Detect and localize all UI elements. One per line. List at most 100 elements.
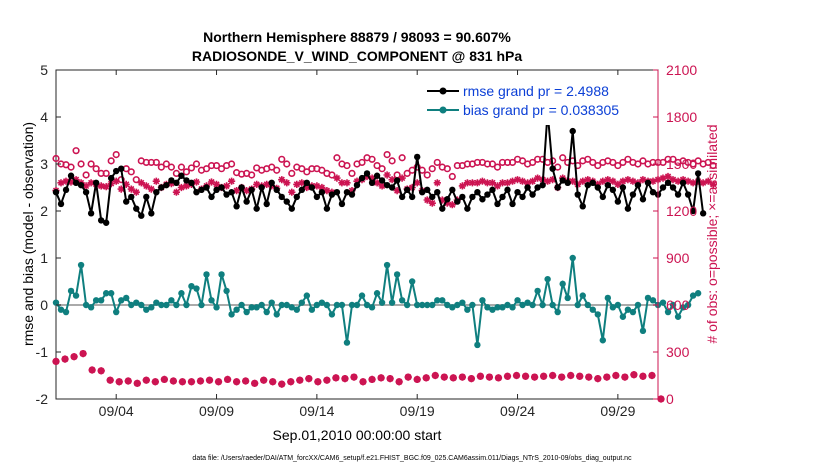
obs-assimilated-point	[182, 182, 190, 190]
rmse-point	[223, 191, 230, 198]
rmse-point	[604, 181, 612, 189]
bias-point	[268, 299, 275, 306]
x-tick-label: 09/19	[400, 403, 435, 419]
obs-possible-point	[77, 160, 85, 168]
obs-possible-point	[518, 157, 527, 165]
bias-point	[378, 299, 386, 306]
bias-point	[218, 271, 225, 278]
obs-low-assimilated-point	[503, 372, 512, 380]
obs-assimilated-point	[97, 182, 105, 190]
obs-possible-point	[403, 169, 411, 177]
obs-possible-point	[584, 155, 592, 163]
legend-box	[422, 80, 650, 125]
obs-low-assimilated-point	[323, 376, 331, 384]
obs-possible-point	[488, 160, 497, 168]
obs-low-assimilated-point	[585, 373, 593, 381]
obs-possible-point	[107, 157, 115, 165]
bias-point	[308, 306, 316, 313]
bias-point	[303, 292, 311, 299]
obs-assimilated-point	[433, 179, 441, 187]
rmse-point	[183, 177, 190, 184]
y-axis-right-label: # of obs: o=possible; ×=assimilated	[704, 124, 720, 343]
obs-possible-point	[634, 160, 642, 168]
bias-point	[158, 301, 165, 309]
obs-low-assimilated-point	[242, 377, 250, 385]
rmse-point	[664, 179, 672, 186]
y-left-tick-label: 1	[40, 250, 48, 266]
obs-assimilated-point	[413, 179, 421, 187]
obs-possible-point	[619, 158, 627, 167]
obs-low-assimilated-point	[549, 371, 557, 380]
obs-possible-point	[248, 171, 256, 179]
bias-point	[659, 299, 667, 306]
obs-possible-point	[348, 169, 356, 177]
obs-low-assimilated-point	[151, 378, 159, 386]
rmse-point	[444, 196, 451, 203]
obs-possible-point	[539, 155, 547, 163]
bias-point	[67, 287, 75, 295]
bias-point	[173, 301, 180, 309]
rmse-point	[253, 205, 260, 212]
obs-low-assimilated-point	[233, 378, 241, 386]
rmse-point	[92, 179, 100, 186]
rmse-point	[559, 177, 566, 184]
rmse-point	[599, 193, 607, 201]
bias-point	[273, 311, 280, 318]
bias-point	[689, 292, 697, 299]
obs-low-assimilated-point	[494, 374, 503, 382]
obs-possible-point	[318, 166, 326, 174]
obs-assimilated-point	[147, 185, 155, 193]
obs-assimilated-point	[549, 176, 557, 184]
obs-assimilated-point	[584, 176, 592, 184]
bias-point	[298, 299, 306, 306]
obs-assimilated-point	[348, 187, 356, 195]
chart-title-line2: RADIOSONDE_V_WIND_COMPONENT @ 831 hPa	[192, 48, 522, 64]
bias-point	[544, 275, 551, 283]
obs-possible-point	[333, 154, 341, 162]
rmse-point	[684, 191, 692, 198]
obs-assimilated-point	[493, 182, 502, 190]
obs-assimilated-point	[127, 185, 135, 193]
obs-assimilated-point	[378, 182, 386, 190]
obs-possible-point	[172, 169, 180, 177]
rmse-point	[564, 179, 571, 186]
obs-assimilated-point	[303, 183, 311, 192]
rmse-point	[524, 184, 531, 191]
bias-point	[604, 294, 612, 302]
rmse-point	[569, 127, 576, 135]
bias-point	[504, 301, 511, 309]
bias-point	[313, 301, 321, 309]
obs-assimilated-point	[383, 171, 391, 179]
rmse-point	[148, 210, 155, 217]
rmse-point	[298, 186, 306, 194]
rmse-point	[514, 189, 521, 196]
bias-point	[238, 301, 245, 309]
rmse-point	[57, 200, 65, 208]
obs-possible-point	[594, 161, 602, 170]
obs-low-series	[52, 349, 665, 403]
bias-point	[479, 297, 486, 304]
obs-assimilated-point	[579, 177, 587, 185]
obs-assimilated-point	[649, 177, 657, 185]
obs-low-assimilated-point	[260, 376, 268, 384]
bias-point	[143, 306, 150, 313]
rmse-point	[52, 189, 60, 196]
obs-possible-point	[328, 171, 336, 179]
rmse-point	[634, 181, 642, 189]
obs-assimilated-point	[518, 177, 527, 185]
obs-low-assimilated-point	[178, 378, 186, 386]
obs-low-assimilated-point	[70, 353, 78, 361]
rmse-point	[67, 172, 75, 179]
obs-possible-point	[448, 172, 456, 181]
bias-point	[649, 297, 657, 304]
obs-possible-point	[368, 155, 376, 163]
obs-low-assimilated-point	[377, 374, 385, 382]
x-axis: 09/04 09/09 09/14 09/19 09/24 09/29	[99, 70, 636, 419]
obs-assimilated-point	[67, 178, 75, 186]
rmse-point	[113, 167, 120, 175]
obs-assimilated-point	[323, 187, 331, 195]
y-right-tick-label: 0	[666, 391, 674, 407]
bias-point	[368, 304, 376, 311]
obs-assimilated-point	[233, 187, 241, 195]
rmse-point	[594, 184, 601, 191]
